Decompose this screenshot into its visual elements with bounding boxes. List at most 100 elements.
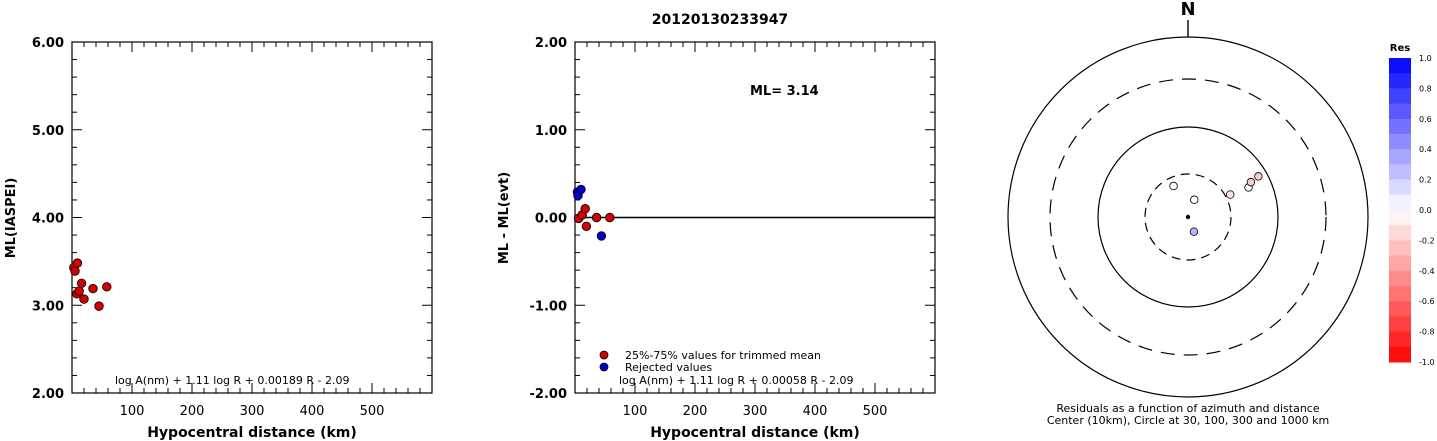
panel2-x-tick-label: 300 [743,404,768,419]
colorbar-tick-label: 0.2 [1419,176,1432,185]
panel2-trimmed-point [591,212,602,223]
panel2-x-tick-labels: 100 200 300 400 500 [623,404,888,419]
panel1-x-tick-labels: 100 200 300 400 500 [120,404,385,419]
panel1-formula: log A(nm) + 1.11 log R + 0.00189 R - 2.0… [115,374,349,387]
panel1-data-point [76,278,87,289]
colorbar-cell [1389,134,1411,150]
colorbar-cell [1389,316,1411,333]
panel2-trimmed-point [605,212,615,223]
polar-caption-line1: Residuals as a function of azimuth and d… [1056,402,1319,415]
panel1-data-point [88,283,98,294]
panel1-y-tick-label: 2.00 [32,387,64,402]
legend-marker-trimmed [599,350,609,360]
colorbar-tick-label: 0.4 [1419,145,1432,154]
range-circle-1000km [1007,36,1369,398]
colorbar-tick-label: 0.6 [1419,115,1432,124]
panel1-y-tick-label: 4.00 [32,212,64,227]
colorbar-tick-label: -0.2 [1419,236,1435,245]
colorbar-tick-label: -0.8 [1419,328,1435,337]
colorbar-cell [1389,58,1411,74]
colorbar-cell [1389,194,1411,211]
panel1-data-point [94,301,104,311]
station-marker [1254,172,1263,181]
panel1-y-tick-label: 3.00 [32,299,64,314]
panel1-y-tick-label: 6.00 [32,36,64,51]
panel1-tick-marks [72,42,432,393]
colorbar-cell [1389,118,1411,135]
panel1-data-point [72,258,83,268]
colorbar-cell [1389,255,1411,272]
panel2-y-tick-label: 0.00 [535,212,567,227]
colorbar-cell [1389,270,1411,287]
panel2-points [572,184,615,241]
panel2-x-tick-label: 100 [623,404,648,419]
panel1-x-tick-label: 500 [360,404,385,419]
colorbar-cell [1389,149,1411,165]
panel2-y-tick-label: -2.00 [530,387,567,402]
panel1-frame [71,41,433,394]
colorbar-cell [1389,164,1411,181]
polar-caption-line2: Center (10km), Circle at 30, 100, 300 an… [1047,414,1329,427]
page-title: 20120130233947 [652,12,788,28]
panel1-data-point [102,282,112,292]
panel2-rejected-point [576,184,586,195]
colorbar-cell [1389,103,1411,120]
panel2-ml-annotation: ML= 3.14 [750,84,819,99]
colorbar-cell [1389,346,1411,363]
station-marker [1246,177,1256,187]
colorbar-tick-labels: 1.0 0.8 0.6 0.4 0.2 0.0 -0.2 -0.4 -0.6 -0.8 -1.0 [1419,54,1435,367]
panel2-trimmed-point [580,204,590,214]
colorbar-tick-label: 0.0 [1419,206,1432,215]
colorbar-cell [1389,301,1411,317]
panel2-x-tick-label: 500 [863,404,888,419]
legend-label-trimmed: 25%-75% values for trimmed mean [625,349,821,362]
north-label: N [1180,0,1195,20]
panel1-x-axis-label: Hypocentral distance (km) [147,425,357,441]
panel2-x-tick-label: 200 [683,404,708,419]
colorbar-title: Res [1390,43,1410,54]
panel1-x-tick-label: 300 [240,404,265,419]
range-circle-30km [1144,173,1232,261]
panel1-data-point [74,286,84,296]
panel1-x-tick-label: 200 [180,404,205,419]
station-marker [1189,227,1199,236]
epicenter-marker [1185,214,1191,220]
colorbar-cell [1389,286,1411,302]
colorbar-tick-label: -0.6 [1419,297,1435,306]
station-marker [1226,190,1235,199]
station-marker [1169,181,1178,191]
panel1-y-tick-labels: 2.00 3.00 4.00 5.00 6.00 [32,36,64,402]
colorbar-cell [1389,240,1411,257]
panel1-points [69,258,112,311]
range-circle-300km [1049,78,1327,356]
panel1-x-tick-label: 400 [300,404,325,419]
colorbar-cell [1389,73,1411,89]
colorbar-tick-label: -0.4 [1419,267,1435,276]
panel2-tick-marks [575,42,935,393]
panel1-x-tick-label: 100 [120,404,145,419]
colorbar-cell [1389,225,1411,241]
panel2-x-axis-label: Hypocentral distance (km) [650,425,860,441]
panel2-formula: log A(nm) + 1.11 log R + 0.00058 R - 2.0… [619,374,853,387]
panel2-trimmed-point [581,221,592,231]
legend-label-rejected: Rejected values [625,361,712,374]
colorbar-cell [1389,331,1411,348]
panel2-rejected-point [596,231,607,241]
panel1-data-point [79,294,89,304]
colorbar-tick-label: -1.0 [1419,358,1435,367]
panel2-y-tick-label: 2.00 [535,36,567,51]
panel2-y-tick-label: 1.00 [535,124,567,139]
panel2-x-tick-label: 400 [803,404,828,419]
panel2-y-tick-label: -1.00 [530,299,567,314]
panel-azimuth-residuals: N Residuals as a function of azimuth and… [1007,0,1369,427]
panel1-data-point [70,266,80,276]
station-marker [1190,195,1199,204]
station-markers [1169,172,1263,236]
range-circle-100km [1097,126,1279,308]
colorbar-tick-label: 1.0 [1419,54,1432,63]
panel2-y-tick-labels: -2.00 -1.00 0.00 1.00 2.00 [530,36,567,402]
panel-residual-vs-distance: -2.00 -1.00 0.00 1.00 2.00 100 200 300 400 500 M… [497,36,936,441]
colorbar-cell [1389,179,1411,196]
panel-ml-vs-distance: 2.00 3.00 4.00 5.00 6.00 100 200 300 400 500 ML(… [4,36,433,441]
